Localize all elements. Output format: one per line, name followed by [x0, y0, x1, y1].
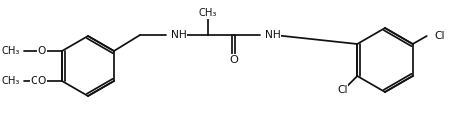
Text: CH₃: CH₃ [2, 76, 20, 86]
Text: CH₃: CH₃ [2, 46, 20, 56]
Text: Cl: Cl [336, 85, 347, 95]
Text: NH: NH [170, 30, 186, 40]
Text: O: O [38, 76, 46, 86]
Text: O: O [229, 55, 238, 65]
Text: O: O [38, 46, 46, 56]
Text: O: O [31, 76, 39, 86]
Text: NH: NH [264, 30, 280, 40]
Text: CH₃: CH₃ [198, 8, 217, 18]
Text: Cl: Cl [434, 31, 444, 41]
